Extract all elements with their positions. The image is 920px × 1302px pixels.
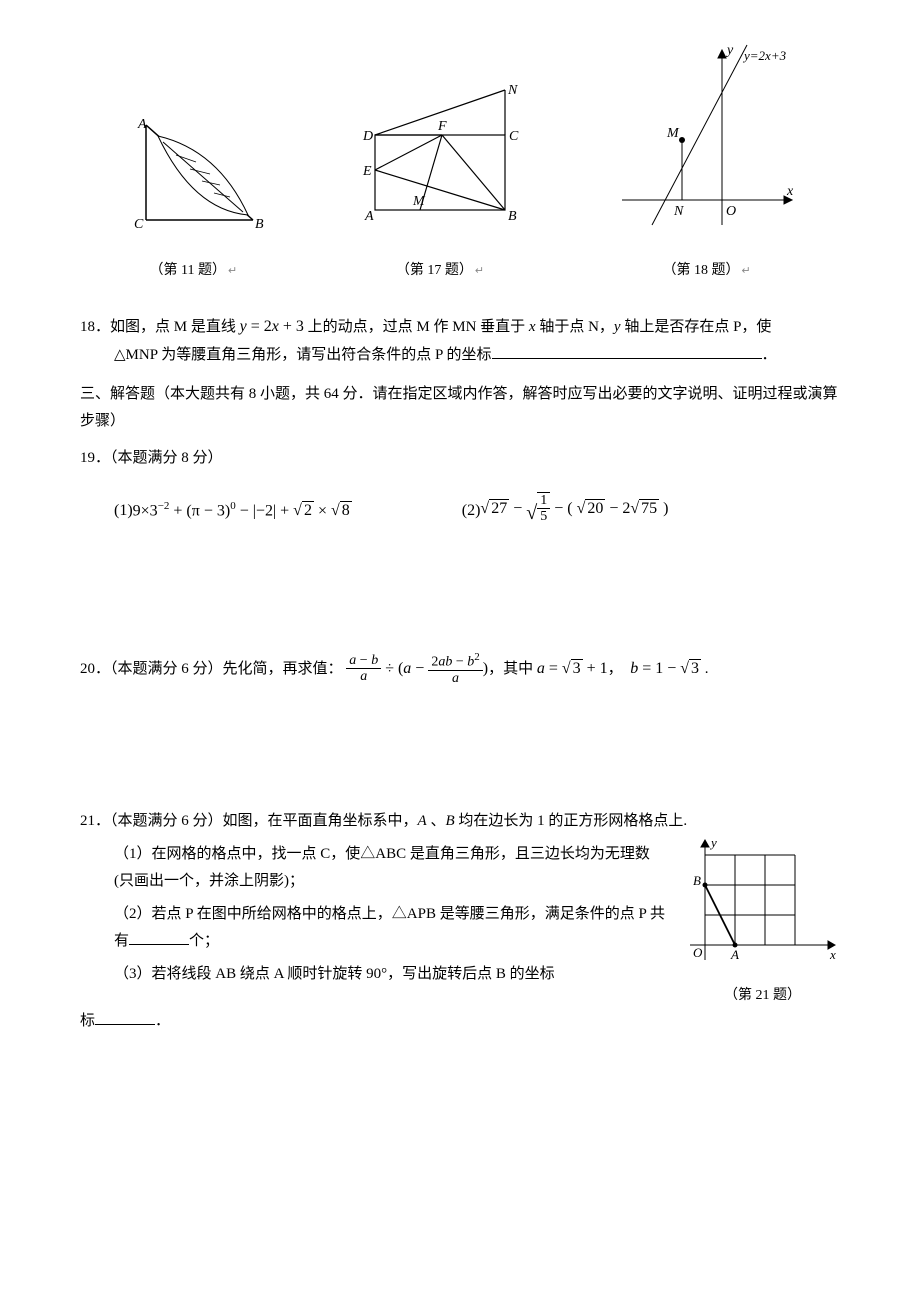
fig17-caption: （第 17 题）↵ — [345, 258, 535, 283]
q21-blank2 — [95, 1010, 155, 1025]
q19-p2f: 27 − √15 − ( 20 − 275 ) — [480, 492, 668, 531]
q20-title: （本题满分 6 分）先化简，再求值： — [110, 661, 343, 677]
section-3-header: 三、解答题（本大题共有 8 小题，共 64 分．请在指定区域内作答，解答时应写出… — [80, 381, 840, 435]
q19-formulas: (1) 9×3−2 + (π − 3)0 − |−2| + 2 × 8 (2) … — [80, 492, 840, 531]
q20-end: . — [701, 661, 709, 677]
fig11-caption: （第 11 题）↵ — [118, 258, 268, 283]
fig17-F: F — [437, 119, 447, 134]
q18-tb: 上的动点，过点 M 作 MN 垂直于 — [304, 319, 529, 335]
fig21-caption: （第 21 题） — [685, 983, 840, 1008]
fig18-caption: （第 18 题）↵ — [612, 258, 802, 283]
fig21-O: O — [693, 945, 703, 960]
q21-titleb: 均在边长为 1 的正方形网格格点上. — [455, 813, 688, 829]
q18-blank — [492, 344, 762, 359]
sec3-label: 三、 — [80, 386, 110, 402]
fig11-label-a: A — [137, 117, 147, 132]
sec3-title: 解答题（本大题共有 8 小题，共 64 分．请在指定区域内作答，解答时应写出必要… — [80, 386, 838, 429]
fig18-O: O — [726, 204, 736, 219]
q21-part3a: （3）若将线段 AB 绕点 A 顺时针旋转 90°，写出旋转后点 B 的坐标 — [114, 966, 555, 982]
fig11-label-b: B — [255, 217, 264, 232]
q21-A: A — [418, 813, 427, 829]
q18-l2: △MNP 为等腰直角三角形，请写出符合条件的点 P 的坐标 — [114, 347, 492, 363]
q21-part3b: ． — [155, 1013, 170, 1029]
q18-td: 轴上是否存在点 P，使 — [621, 319, 772, 335]
q20-a: a = 3 + 1 — [537, 655, 608, 684]
question-19: 19．（本题满分 8 分） — [80, 445, 840, 472]
figures-row: A B C （第 11 题）↵ D C A — [80, 40, 840, 283]
q19-num: 19． — [80, 450, 110, 466]
fig17-svg: D C A B E F M N — [345, 80, 535, 240]
q20-num: 20． — [80, 661, 110, 677]
q20-comma: ， — [608, 661, 623, 677]
q19-title: （本题满分 8 分） — [110, 450, 223, 466]
question-21: 21．（本题满分 6 分）如图，在平面直角坐标系中，A 、B 均在边长为 1 的… — [80, 808, 840, 1035]
fig17-N: N — [507, 83, 518, 98]
q18-ta: 如图，点 M 是直线 — [110, 319, 240, 335]
fig21-B: B — [693, 873, 701, 888]
fig21-svg: B A O x y — [685, 835, 840, 965]
fig18-M: M — [666, 126, 680, 141]
q18-x: x — [529, 319, 536, 335]
fig17-B: B — [508, 209, 517, 224]
q21-num: 21． — [80, 813, 110, 829]
fig17-C: C — [509, 129, 519, 144]
q20-formula: a − ba ÷ (a − 2ab − b2a) — [346, 651, 488, 688]
q21-blank1 — [129, 930, 189, 945]
q21-part2b: 个； — [189, 933, 219, 949]
q19-part1: (1) 9×3−2 + (π − 3)0 − |−2| + 2 × 8 — [114, 497, 352, 526]
fig21-A: A — [730, 947, 739, 962]
figure-17: D C A B E F M N （第 17 题）↵ — [345, 80, 535, 283]
figure-11: A B C （第 11 题）↵ — [118, 110, 268, 283]
q21-B: B — [445, 813, 454, 829]
q19-p2-label: (2) — [462, 497, 481, 526]
question-18: 18．如图，点 M 是直线 y = 2x + 3 上的动点，过点 M 作 MN … — [80, 313, 840, 369]
fig18-N: N — [673, 204, 684, 219]
q21-title: （本题满分 6 分）如图，在平面直角坐标系中， — [110, 813, 418, 829]
q18-y: y — [614, 319, 621, 335]
q20-b: b = 1 − 3 — [630, 655, 701, 684]
q18-tc: 轴于点 N， — [536, 319, 614, 335]
fig17-M: M — [412, 194, 426, 209]
fig17-E: E — [362, 164, 372, 179]
fig18-svg: M N O x y y=2x+3 — [612, 40, 802, 240]
q20-where: ，其中 — [488, 661, 537, 677]
q18-num: 18． — [80, 319, 110, 335]
q18-formula: y = 2x + 3 — [240, 313, 304, 342]
q18-end: ． — [762, 347, 777, 363]
fig18-x: x — [786, 184, 794, 199]
fig18-line: y=2x+3 — [742, 48, 787, 63]
q21-part1: （1）在网格的格点中，找一点 C，使△ABC 是直角三角形，且三边长均为无理数(… — [114, 841, 665, 895]
fig17-A: A — [364, 209, 374, 224]
fig21-x: x — [829, 947, 836, 962]
figure-18: M N O x y y=2x+3 （第 18 题）↵ — [612, 40, 802, 283]
fig11-label-c: C — [134, 217, 144, 232]
q19-p1-label: (1) — [114, 497, 133, 526]
q19-part2: (2) 27 − √15 − ( 20 − 275 ) — [462, 492, 669, 531]
figure-21: B A O x y （第 21 题） — [685, 835, 840, 1008]
fig17-D: D — [362, 129, 373, 144]
question-20: 20．（本题满分 6 分）先化简，再求值： a − ba ÷ (a − 2ab … — [80, 651, 840, 688]
q19-p1f: 9×3−2 + (π − 3)0 − |−2| + 2 × 8 — [133, 497, 352, 526]
fig21-y: y — [709, 835, 717, 850]
fig18-y: y — [725, 43, 734, 58]
fig11-svg: A B C — [118, 110, 268, 240]
